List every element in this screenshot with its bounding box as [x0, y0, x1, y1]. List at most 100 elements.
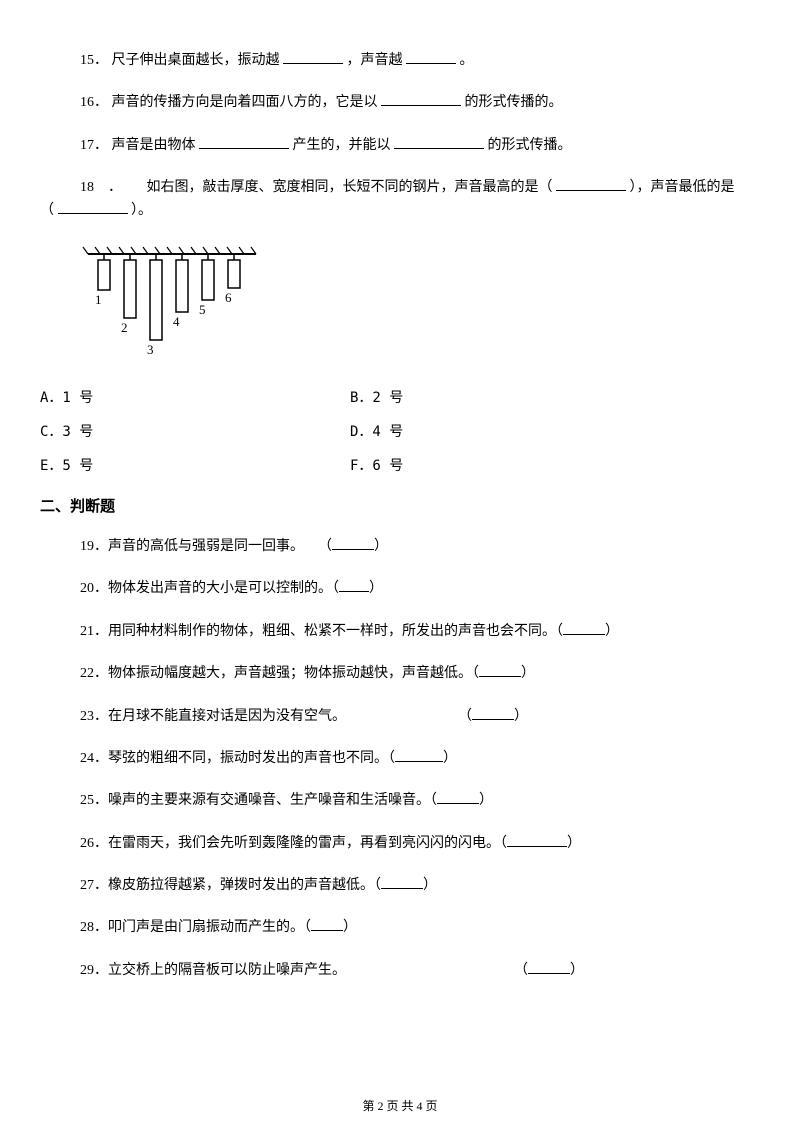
q18-close: ）。: [131, 203, 152, 218]
judge-text: 噪声的主要来源有交通噪音、生产噪音和生活噪音。（: [108, 793, 437, 808]
q16-t1: 声音的传播方向是向着四面八方的，它是以: [112, 95, 378, 110]
judge-num: 19．: [80, 539, 108, 554]
judge-text: 声音的高低与强弱是同一回事。 （: [108, 539, 332, 554]
judge-num: 24．: [80, 751, 108, 766]
judge-num: 22．: [80, 666, 108, 681]
q18-open: （: [40, 203, 54, 218]
q18-num: 18 ．: [80, 180, 143, 195]
judge-question: 27．橡皮筋拉得越紧，弹拨时发出的声音越低。（ ）: [40, 875, 760, 897]
judge-close: ）: [374, 539, 388, 554]
judge-question: 25．噪声的主要来源有交通噪音、生产噪音和生活噪音。（ ）: [40, 790, 760, 812]
q17-num: 17．: [80, 138, 108, 153]
option-right[interactable]: B．2 号: [350, 387, 403, 407]
judge-text: 在雷雨天，我们会先听到轰隆隆的雷声，再看到亮闪闪的闪电。（: [108, 836, 507, 851]
q15-num: 15．: [80, 53, 108, 68]
q17-t1: 声音是由物体: [112, 138, 196, 153]
option-right[interactable]: D．4 号: [350, 421, 403, 441]
judge-blank[interactable]: [311, 917, 343, 931]
q15-blank2[interactable]: [406, 50, 456, 64]
judge-text: 物体发出声音的大小是可以控制的。（: [108, 581, 339, 596]
option-right[interactable]: F．6 号: [350, 455, 403, 475]
judge-question: 28．叩门声是由门扇振动而产生的。（ ）: [40, 917, 760, 939]
option-row: E．5 号F．6 号: [40, 455, 760, 475]
judge-num: 20．: [80, 581, 108, 596]
judge-blank[interactable]: [528, 960, 570, 974]
section-2-header: 二、判断题: [40, 495, 760, 516]
q17-blank1[interactable]: [199, 135, 289, 149]
q18-blank2[interactable]: [58, 200, 128, 214]
judge-close: ）: [423, 878, 437, 893]
strips-svg: 1 2 3 4 5 6: [80, 242, 270, 362]
q18-options: A．1 号B．2 号C．3 号D．4 号E．5 号F．6 号: [40, 387, 760, 475]
option-left[interactable]: E．5 号: [40, 455, 350, 475]
q17-t2: 产生的，并能以: [293, 138, 391, 153]
judge-close: ）: [521, 666, 535, 681]
question-16: 16． 声音的传播方向是向着四面八方的，它是以 的形式传播的。: [40, 92, 760, 114]
q18-t2: ），声音最低的是: [630, 180, 735, 195]
q17-blank2[interactable]: [394, 135, 484, 149]
judge-close: ）: [479, 793, 493, 808]
judge-question: 26．在雷雨天，我们会先听到轰隆隆的雷声，再看到亮闪闪的闪电。（ ）: [40, 833, 760, 855]
judge-question: 22．物体振动幅度越大，声音越强；物体振动越快，声音越低。（ ）: [40, 663, 760, 685]
judge-blank[interactable]: [395, 748, 443, 762]
q16-t2: 的形式传播的。: [465, 95, 563, 110]
question-17: 17． 声音是由物体 产生的，并能以 的形式传播。: [40, 135, 760, 157]
judge-close: ）: [343, 920, 357, 935]
steel-strips-diagram: 1 2 3 4 5 6: [80, 242, 760, 367]
judge-blank[interactable]: [507, 833, 567, 847]
option-left[interactable]: A．1 号: [40, 387, 350, 407]
svg-text:5: 5: [199, 302, 206, 317]
svg-text:3: 3: [147, 342, 154, 357]
svg-text:2: 2: [121, 320, 128, 335]
judge-blank[interactable]: [339, 578, 369, 592]
q17-t3: 的形式传播。: [488, 138, 572, 153]
judge-question: 24．琴弦的粗细不同，振动时发出的声音也不同。（ ）: [40, 748, 760, 770]
judge-num: 29．: [80, 963, 108, 978]
judge-num: 27．: [80, 878, 108, 893]
question-15: 15． 尺子伸出桌面越长，振动越 ，声音越 。: [40, 50, 760, 72]
q15-t2: ，声音越: [347, 53, 403, 68]
judge-text: 立交桥上的隔音板可以防止噪声产生。 （: [108, 963, 528, 978]
option-row: C．3 号D．4 号: [40, 421, 760, 441]
judge-blank[interactable]: [563, 621, 605, 635]
judge-blank[interactable]: [332, 536, 374, 550]
judge-close: ）: [605, 624, 619, 639]
judge-text: 用同种材料制作的物体，粗细、松紧不一样时，所发出的声音也会不同。（: [108, 624, 563, 639]
judge-question: 21．用同种材料制作的物体，粗细、松紧不一样时，所发出的声音也会不同。（ ）: [40, 621, 760, 643]
q16-num: 16．: [80, 95, 108, 110]
judge-question: 19．声音的高低与强弱是同一回事。 （ ）: [40, 536, 760, 558]
q18-t1: 如右图，敲击厚度、宽度相同，长短不同的钢片，声音最高的是（: [147, 180, 553, 195]
judge-blank[interactable]: [381, 875, 423, 889]
judge-close: ）: [570, 963, 584, 978]
q15-t3: 。: [460, 53, 474, 68]
judge-blank[interactable]: [437, 790, 479, 804]
judge-close: ）: [567, 836, 581, 851]
judge-question: 23．在月球不能直接对话是因为没有空气。 （）: [40, 706, 760, 728]
judge-num: 25．: [80, 793, 108, 808]
q15-blank1[interactable]: [283, 50, 343, 64]
q15-t1: 尺子伸出桌面越长，振动越: [112, 53, 280, 68]
judge-close: ）: [443, 751, 457, 766]
judge-text: 物体振动幅度越大，声音越强；物体振动越快，声音越低。（: [108, 666, 479, 681]
judge-num: 28．: [80, 920, 108, 935]
option-left[interactable]: C．3 号: [40, 421, 350, 441]
question-18: 18 ． 如右图，敲击厚度、宽度相同，长短不同的钢片，声音最高的是（ ），声音最…: [40, 177, 760, 222]
judge-blank[interactable]: [479, 663, 521, 677]
svg-text:6: 6: [225, 290, 232, 305]
judge-blank[interactable]: [472, 706, 514, 720]
q18-blank1[interactable]: [556, 177, 626, 191]
svg-text:1: 1: [95, 292, 102, 307]
option-row: A．1 号B．2 号: [40, 387, 760, 407]
q16-blank1[interactable]: [381, 92, 461, 106]
judge-num: 21．: [80, 624, 108, 639]
judge-text: 琴弦的粗细不同，振动时发出的声音也不同。（: [108, 751, 395, 766]
judge-question: 29．立交桥上的隔音板可以防止噪声产生。 （ ）: [40, 960, 760, 982]
judge-num: 23．: [80, 709, 108, 724]
judge-text: 叩门声是由门扇振动而产生的。（: [108, 920, 311, 935]
judge-close: ）: [369, 581, 383, 596]
judge-text: 在月球不能直接对话是因为没有空气。 （: [108, 709, 472, 724]
judge-num: 26．: [80, 836, 108, 851]
judge-text: 橡皮筋拉得越紧，弹拨时发出的声音越低。（: [108, 878, 381, 893]
svg-text:4: 4: [173, 314, 180, 329]
judge-question: 20．物体发出声音的大小是可以控制的。（ ）: [40, 578, 760, 600]
